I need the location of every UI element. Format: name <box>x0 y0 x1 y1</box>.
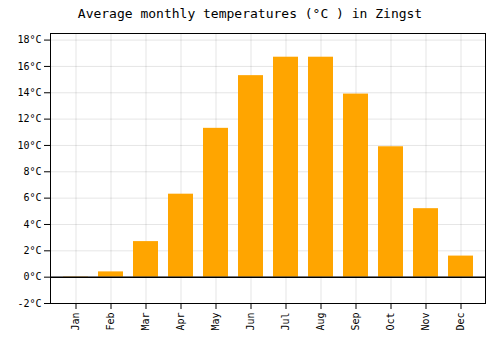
svg-text:16°C: 16°C <box>17 61 41 72</box>
svg-text:Nov: Nov <box>420 313 431 331</box>
svg-text:Dec: Dec <box>455 313 466 331</box>
svg-text:2°C: 2°C <box>23 245 41 256</box>
svg-text:Aug: Aug <box>315 313 326 331</box>
svg-text:-2°C: -2°C <box>17 298 41 309</box>
svg-text:Apr: Apr <box>175 313 186 331</box>
svg-text:Mar: Mar <box>140 313 151 331</box>
svg-text:14°C: 14°C <box>17 87 41 98</box>
svg-text:Sep: Sep <box>350 313 361 331</box>
svg-text:Feb: Feb <box>105 313 116 331</box>
svg-text:Jul: Jul <box>280 313 291 331</box>
svg-text:12°C: 12°C <box>17 113 41 124</box>
svg-text:8°C: 8°C <box>23 166 41 177</box>
svg-text:Oct: Oct <box>385 313 396 331</box>
svg-text:10°C: 10°C <box>17 140 41 151</box>
html-text:Average monthly temperatures (: Average monthly temperatures (°C ) in Zi… <box>77 6 423 21</box>
svg-text:18°C: 18°C <box>17 34 41 45</box>
svg-text:4°C: 4°C <box>23 219 41 230</box>
svg-text:0°C: 0°C <box>23 271 41 282</box>
svg-text:6°C: 6°C <box>23 192 41 203</box>
svg-text:May: May <box>210 313 221 331</box>
svg-text:Jan: Jan <box>70 313 81 331</box>
svg-text:Jun: Jun <box>245 313 256 331</box>
